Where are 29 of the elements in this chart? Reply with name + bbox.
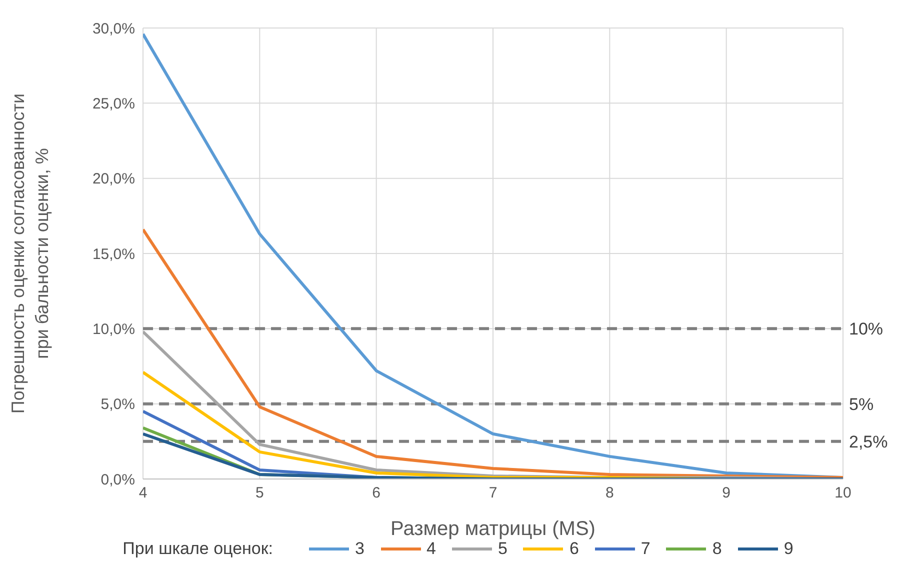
legend-label: 8 — [712, 539, 722, 559]
x-tick-label: 10 — [834, 484, 852, 502]
ref-line-label: 10% — [849, 320, 884, 339]
x-tick-label: 8 — [605, 484, 614, 502]
legend-label: 4 — [426, 539, 436, 559]
y-tick-label: 30,0% — [92, 20, 135, 38]
y-tick-label: 15,0% — [92, 246, 135, 263]
y-tick-label: 0,0% — [100, 471, 135, 488]
ref-line-label: 5% — [849, 394, 874, 414]
ref-line-label: 2,5% — [849, 432, 888, 452]
legend-label: 9 — [784, 539, 794, 559]
x-tick-label: 7 — [488, 484, 498, 502]
line-series — [143, 432, 843, 479]
legend-title: При шкале оценок: — [122, 539, 274, 559]
y-axis-title: Погрешность оценки согласованности при бальности оценки, % — [8, 93, 52, 414]
legend-label: 7 — [640, 539, 650, 559]
x-tick-label: 5 — [255, 484, 264, 502]
line-series — [143, 228, 843, 479]
legend-label: 5 — [498, 539, 508, 559]
y-tick-label: 25,0% — [92, 95, 135, 112]
x-axis-title: Размер матрицы (MS) — [390, 518, 596, 540]
y-tick-label: 20,0% — [92, 170, 135, 188]
x-tick-label: 4 — [138, 484, 148, 502]
x-tick-label: 6 — [372, 484, 381, 502]
legend-label: 6 — [569, 539, 579, 559]
y-tick-label: 5,0% — [100, 396, 135, 414]
x-tick-label: 9 — [722, 484, 731, 502]
legend-label: 3 — [355, 539, 364, 559]
y-tick-label: 10,0% — [92, 320, 135, 338]
